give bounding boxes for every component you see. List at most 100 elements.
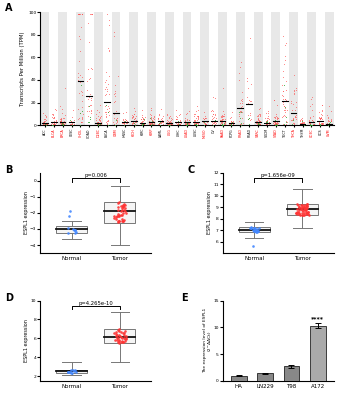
Point <box>71 368 76 374</box>
Point <box>212 117 217 124</box>
Point <box>102 103 108 109</box>
Point <box>257 122 262 128</box>
Point <box>255 118 260 125</box>
Point <box>106 48 112 54</box>
Point <box>166 120 171 126</box>
Point <box>96 116 101 123</box>
Point <box>309 122 314 128</box>
Point <box>184 121 189 127</box>
Point <box>309 107 315 113</box>
Point <box>80 11 85 18</box>
Point <box>58 118 63 124</box>
Bar <box>165 12 174 125</box>
Point <box>174 115 179 122</box>
Point <box>192 117 197 124</box>
Point <box>65 225 71 231</box>
Point <box>237 109 242 115</box>
Point <box>120 339 126 345</box>
Point <box>98 113 103 119</box>
Point <box>165 122 171 128</box>
Point <box>307 120 313 127</box>
Point <box>272 117 277 123</box>
Point <box>42 121 48 128</box>
Point <box>219 113 225 120</box>
Point <box>150 116 155 123</box>
Point <box>182 115 188 122</box>
Point <box>272 119 277 126</box>
Point <box>60 122 65 128</box>
Point <box>129 120 134 126</box>
Point <box>80 122 85 128</box>
Point <box>254 229 259 236</box>
Point <box>122 336 127 342</box>
Point <box>229 114 234 120</box>
Point <box>106 99 112 105</box>
Point <box>219 121 224 127</box>
Point <box>212 112 217 118</box>
Point <box>42 115 47 122</box>
Point <box>52 121 57 127</box>
Point <box>294 112 299 118</box>
Point <box>227 122 232 128</box>
Point <box>130 113 136 119</box>
Point <box>271 113 276 120</box>
Point <box>58 118 63 124</box>
Point <box>299 120 305 126</box>
Point <box>121 122 127 128</box>
Point <box>221 113 226 119</box>
Point <box>318 118 323 124</box>
Point <box>120 203 125 209</box>
Point <box>293 87 298 93</box>
Point <box>60 121 65 127</box>
Y-axis label: ESPL1 expression: ESPL1 expression <box>24 319 29 362</box>
Point <box>51 121 57 127</box>
Point <box>50 111 55 117</box>
Point <box>301 204 306 210</box>
Point <box>175 115 180 122</box>
Point <box>266 112 271 119</box>
Point <box>150 119 155 125</box>
Point <box>256 105 262 112</box>
Point <box>257 121 263 128</box>
Point <box>95 119 100 125</box>
Point <box>290 119 296 126</box>
Point <box>231 118 236 124</box>
Point <box>141 118 146 125</box>
Point <box>195 121 200 128</box>
Point <box>310 121 315 127</box>
Bar <box>58 12 67 125</box>
Point <box>178 122 183 128</box>
Point <box>239 104 244 110</box>
Point <box>194 103 200 109</box>
Point <box>89 97 94 103</box>
Point <box>165 121 170 127</box>
Point <box>213 115 218 121</box>
Point <box>265 122 270 128</box>
Point <box>294 211 300 217</box>
Point <box>319 120 325 126</box>
Point <box>209 122 214 128</box>
Point <box>148 112 153 118</box>
Point <box>193 121 198 128</box>
Point <box>43 122 49 128</box>
Point <box>142 121 147 128</box>
Point <box>300 121 305 127</box>
Point <box>237 70 242 76</box>
Point <box>298 122 303 128</box>
Point <box>239 89 245 95</box>
Point <box>104 106 110 113</box>
Point <box>282 107 287 113</box>
Point <box>96 121 101 127</box>
Point <box>88 107 93 113</box>
Point <box>255 121 260 127</box>
Point <box>111 111 116 117</box>
Point <box>254 120 259 126</box>
Point <box>290 117 295 123</box>
Point <box>238 121 243 127</box>
Point <box>97 121 103 128</box>
Point <box>60 119 65 126</box>
Point <box>249 97 254 104</box>
Point <box>76 69 81 76</box>
Point <box>298 120 304 126</box>
Point <box>325 121 330 127</box>
